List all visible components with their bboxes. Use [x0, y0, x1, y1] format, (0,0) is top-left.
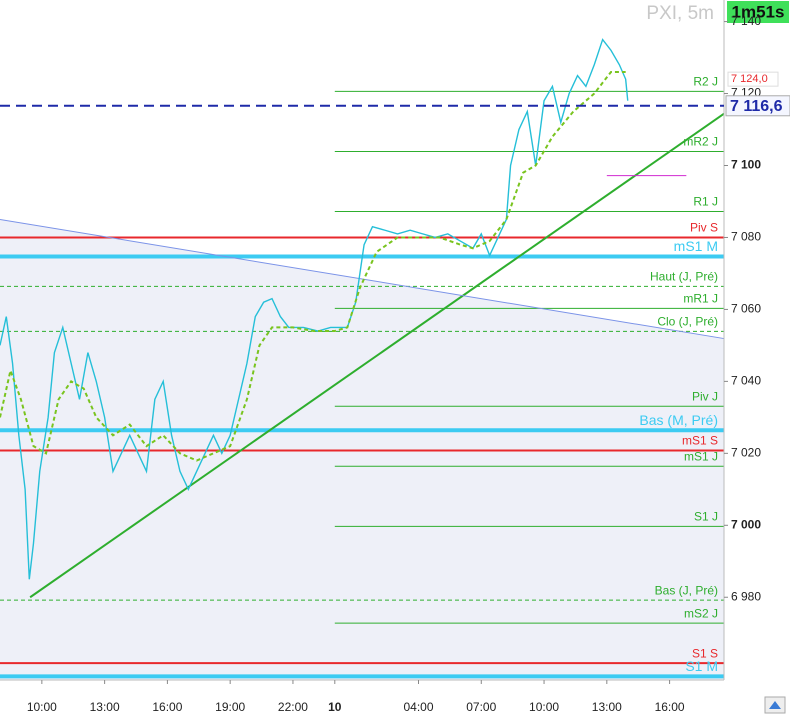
level-label: mR2 J [683, 135, 718, 149]
high-marker-label: 7 124,0 [731, 73, 768, 85]
last-price-label: 7 116,6 [730, 98, 783, 115]
x-tick-label: 04:00 [403, 700, 433, 714]
x-tick-label: 19:00 [215, 700, 245, 714]
price-line [0, 70, 626, 462]
x-tick-label: 10:00 [529, 700, 559, 714]
high-marker-box [727, 71, 779, 87]
x-tick-label: 16:00 [655, 700, 685, 714]
level-label: mR1 J [683, 292, 718, 306]
y-tick-label: 7 140 [731, 14, 761, 28]
x-tick-label: 07:00 [466, 700, 496, 714]
level-label: R1 J [693, 195, 718, 209]
level-label: Piv S [690, 221, 718, 235]
x-tick-label: 13:00 [592, 700, 622, 714]
level-label: Clo (J, Pré) [657, 315, 718, 329]
level-label: Haut (J, Pré) [650, 270, 718, 284]
level-label: mS2 J [684, 606, 718, 620]
timer-box [727, 1, 789, 23]
trendline [0, 218, 725, 340]
x-tick-label: 16:00 [152, 700, 182, 714]
level-label: mS1 S [682, 434, 718, 448]
y-tick-label: 7 060 [731, 302, 761, 316]
x-tick-label: 10:00 [27, 700, 57, 714]
timer: 1m51s [732, 2, 785, 21]
plot-area: R2 J mR2 J R1 J Piv S mS1 M Haut (J, Pré) mR1 … [0, 38, 725, 681]
y-tick-label: 7 100 [731, 158, 761, 172]
level-label: S1 J [694, 510, 718, 524]
x-tick-label: 22:00 [278, 700, 308, 714]
level-label: Bas (J, Pré) [655, 583, 718, 597]
level-label: mS1 M [674, 238, 718, 254]
trendline [29, 112, 725, 599]
y-tick-label: 7 080 [731, 230, 761, 244]
y-tick-label: 7 040 [731, 374, 761, 388]
chart-title: PXI, 5m [646, 3, 714, 24]
x-tick-label: 13:00 [90, 700, 120, 714]
y-tick-label: 6 980 [731, 589, 761, 603]
level-label: Piv J [692, 389, 718, 403]
level-label: R2 J [693, 75, 718, 89]
level-label: S1 S [692, 646, 718, 660]
scroll-icon[interactable] [769, 701, 781, 709]
y-tick-label: 7 000 [731, 517, 761, 531]
last-price-box [725, 95, 790, 117]
level-label: S1 M [685, 658, 718, 674]
x-tick-label: 10 [328, 700, 342, 714]
y-tick-label: 7 020 [731, 446, 761, 460]
level-label: Bas (M, Pré) [639, 412, 718, 428]
level-label: mS1 J [684, 449, 718, 463]
